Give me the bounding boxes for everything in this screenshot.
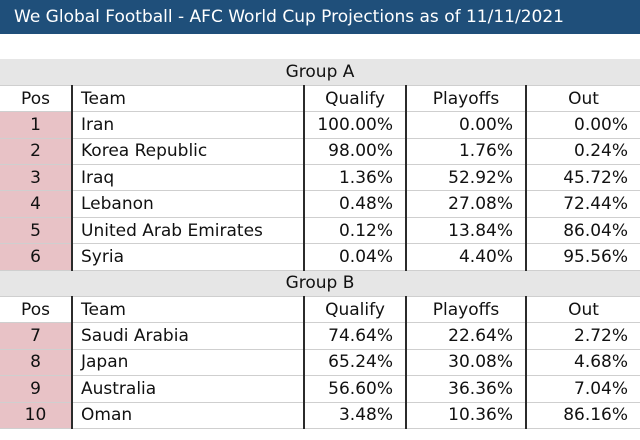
table-row: 9 Australia 56.60% 36.36% 7.04% xyxy=(0,375,640,403)
team-cell: Saudi Arabia xyxy=(72,322,305,350)
table-row: 7 Saudi Arabia 74.64% 22.64% 2.72% xyxy=(0,322,640,350)
team-cell: Japan xyxy=(72,349,305,377)
col-header-pos: Pos xyxy=(0,85,73,113)
group-name: Group B xyxy=(0,270,640,298)
col-header-playoffs: Playoffs xyxy=(406,85,527,113)
pos-cell: 4 xyxy=(0,190,73,218)
pos-cell: 10 xyxy=(0,402,73,429)
pos-cell: 1 xyxy=(0,111,73,139)
playoffs-cell: 0.00% xyxy=(406,111,527,139)
table-row: 10 Oman 3.48% 10.36% 86.16% xyxy=(0,402,640,429)
team-cell: Syria xyxy=(72,243,305,271)
playoffs-cell: 52.92% xyxy=(406,164,527,192)
team-cell: Korea Republic xyxy=(72,138,305,166)
qualify-cell: 65.24% xyxy=(304,349,407,377)
qualify-cell: 0.48% xyxy=(304,190,407,218)
pos-cell: 9 xyxy=(0,375,73,403)
out-cell: 86.16% xyxy=(526,402,640,429)
pos-cell: 2 xyxy=(0,138,73,166)
qualify-cell: 0.04% xyxy=(304,243,407,271)
out-cell: 2.72% xyxy=(526,322,640,350)
playoffs-cell: 30.08% xyxy=(406,349,527,377)
col-header-out: Out xyxy=(526,85,640,113)
group-header-row: Group B xyxy=(0,270,640,298)
qualify-cell: 100.00% xyxy=(304,111,407,139)
out-cell: 86.04% xyxy=(526,217,640,245)
group-header-row: Group A xyxy=(0,59,640,86)
playoffs-cell: 10.36% xyxy=(406,402,527,429)
qualify-cell: 98.00% xyxy=(304,138,407,166)
table-row: 3 Iraq 1.36% 52.92% 45.72% xyxy=(0,164,640,192)
col-header-team: Team xyxy=(72,296,305,324)
playoffs-cell: 1.76% xyxy=(406,138,527,166)
team-cell: Lebanon xyxy=(72,190,305,218)
col-header-team: Team xyxy=(72,85,305,113)
column-header-row: Pos Team Qualify Playoffs Out xyxy=(0,296,640,324)
group-name: Group A xyxy=(0,59,640,86)
blank-row xyxy=(0,34,640,60)
out-cell: 7.04% xyxy=(526,375,640,403)
table-row: 2 Korea Republic 98.00% 1.76% 0.24% xyxy=(0,138,640,166)
table-row: 4 Lebanon 0.48% 27.08% 72.44% xyxy=(0,190,640,218)
playoffs-cell: 13.84% xyxy=(406,217,527,245)
pos-cell: 6 xyxy=(0,243,73,271)
col-header-pos: Pos xyxy=(0,296,73,324)
out-cell: 0.00% xyxy=(526,111,640,139)
pos-cell: 8 xyxy=(0,349,73,377)
playoffs-cell: 36.36% xyxy=(406,375,527,403)
qualify-cell: 56.60% xyxy=(304,375,407,403)
table-row: 8 Japan 65.24% 30.08% 4.68% xyxy=(0,349,640,377)
qualify-cell: 3.48% xyxy=(304,402,407,429)
team-cell: United Arab Emirates xyxy=(72,217,305,245)
out-cell: 45.72% xyxy=(526,164,640,192)
col-header-playoffs: Playoffs xyxy=(406,296,527,324)
out-cell: 72.44% xyxy=(526,190,640,218)
qualify-cell: 74.64% xyxy=(304,322,407,350)
playoffs-cell: 22.64% xyxy=(406,322,527,350)
out-cell: 95.56% xyxy=(526,243,640,271)
table-row: 5 United Arab Emirates 0.12% 13.84% 86.0… xyxy=(0,217,640,245)
page-title: We Global Football - AFC World Cup Proje… xyxy=(0,0,640,34)
col-header-qualify: Qualify xyxy=(304,296,407,324)
playoffs-cell: 27.08% xyxy=(406,190,527,218)
team-cell: Oman xyxy=(72,402,305,429)
col-header-qualify: Qualify xyxy=(304,85,407,113)
pos-cell: 5 xyxy=(0,217,73,245)
team-cell: Australia xyxy=(72,375,305,403)
qualify-cell: 1.36% xyxy=(304,164,407,192)
table-row: 1 Iran 100.00% 0.00% 0.00% xyxy=(0,111,640,139)
qualify-cell: 0.12% xyxy=(304,217,407,245)
out-cell: 0.24% xyxy=(526,138,640,166)
pos-cell: 7 xyxy=(0,322,73,350)
team-cell: Iran xyxy=(72,111,305,139)
pos-cell: 3 xyxy=(0,164,73,192)
out-cell: 4.68% xyxy=(526,349,640,377)
table-row: 6 Syria 0.04% 4.40% 95.56% xyxy=(0,243,640,271)
column-header-row: Pos Team Qualify Playoffs Out xyxy=(0,85,640,113)
projections-table: Group A Pos Team Qualify Playoffs Out 1 … xyxy=(0,59,640,429)
playoffs-cell: 4.40% xyxy=(406,243,527,271)
team-cell: Iraq xyxy=(72,164,305,192)
col-header-out: Out xyxy=(526,296,640,324)
